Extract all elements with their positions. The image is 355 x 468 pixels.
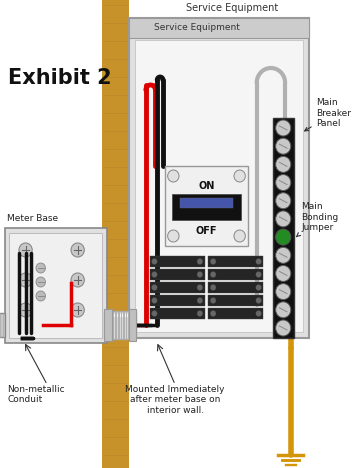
Circle shape [256, 271, 261, 278]
Text: OFF: OFF [196, 226, 217, 236]
Circle shape [152, 298, 157, 304]
Bar [129, 18, 309, 38]
Circle shape [210, 285, 216, 291]
Bar [135, 40, 303, 332]
Circle shape [275, 284, 291, 300]
Circle shape [36, 291, 45, 301]
Bar [10, 233, 102, 338]
Circle shape [36, 263, 45, 273]
Circle shape [210, 258, 216, 264]
Circle shape [71, 273, 84, 287]
Circle shape [197, 271, 203, 278]
Bar [208, 269, 263, 280]
Bar [150, 256, 204, 267]
Text: Service Equipment: Service Equipment [154, 23, 240, 32]
Circle shape [36, 277, 45, 287]
Text: Service Equipment: Service Equipment [186, 3, 278, 13]
Circle shape [152, 258, 157, 264]
Bar [104, 309, 112, 341]
Bar [150, 282, 204, 293]
Bar [180, 198, 233, 208]
Bar [150, 295, 204, 306]
Circle shape [210, 310, 216, 316]
Bar [0, 313, 5, 337]
Bar [129, 18, 309, 338]
Bar [208, 282, 263, 293]
Circle shape [275, 156, 291, 172]
Circle shape [256, 298, 261, 304]
Circle shape [168, 230, 179, 242]
Circle shape [275, 247, 291, 263]
Text: Mounted Immediately
after meter base on
interior wall.: Mounted Immediately after meter base on … [125, 385, 225, 415]
Circle shape [275, 211, 291, 227]
Circle shape [275, 302, 291, 318]
Circle shape [275, 229, 291, 245]
Circle shape [197, 285, 203, 291]
Circle shape [19, 303, 32, 317]
Circle shape [197, 298, 203, 304]
Bar [104, 311, 136, 339]
Text: Main
Breaker
Panel: Main Breaker Panel [305, 98, 351, 131]
Circle shape [71, 303, 84, 317]
Bar [129, 309, 136, 341]
Circle shape [71, 243, 84, 257]
Text: ON: ON [198, 181, 215, 191]
Circle shape [275, 138, 291, 154]
Circle shape [275, 320, 291, 336]
Circle shape [168, 170, 179, 182]
Circle shape [197, 258, 203, 264]
Circle shape [256, 285, 261, 291]
Circle shape [275, 193, 291, 209]
Text: Main
Bonding
Jumper: Main Bonding Jumper [296, 202, 338, 237]
Circle shape [19, 243, 32, 257]
Circle shape [152, 285, 157, 291]
Circle shape [275, 265, 291, 281]
Bar [102, 0, 129, 468]
Bar [150, 308, 204, 319]
Bar [150, 269, 204, 280]
Bar [273, 118, 294, 338]
Text: Meter Base: Meter Base [7, 214, 58, 223]
Circle shape [152, 271, 157, 278]
Circle shape [19, 273, 32, 287]
Bar [173, 194, 241, 220]
Circle shape [210, 298, 216, 304]
Circle shape [234, 170, 245, 182]
Circle shape [152, 310, 157, 316]
Bar [208, 295, 263, 306]
Bar [5, 228, 107, 343]
Bar [208, 308, 263, 319]
Circle shape [197, 310, 203, 316]
Text: Non-metallic
Conduit: Non-metallic Conduit [7, 385, 65, 404]
Circle shape [275, 120, 291, 136]
Bar [208, 256, 263, 267]
Circle shape [256, 258, 261, 264]
Circle shape [210, 271, 216, 278]
Circle shape [256, 310, 261, 316]
Text: Exhibit 2: Exhibit 2 [7, 68, 111, 88]
Circle shape [275, 175, 291, 190]
Circle shape [234, 230, 245, 242]
Bar [165, 166, 248, 246]
